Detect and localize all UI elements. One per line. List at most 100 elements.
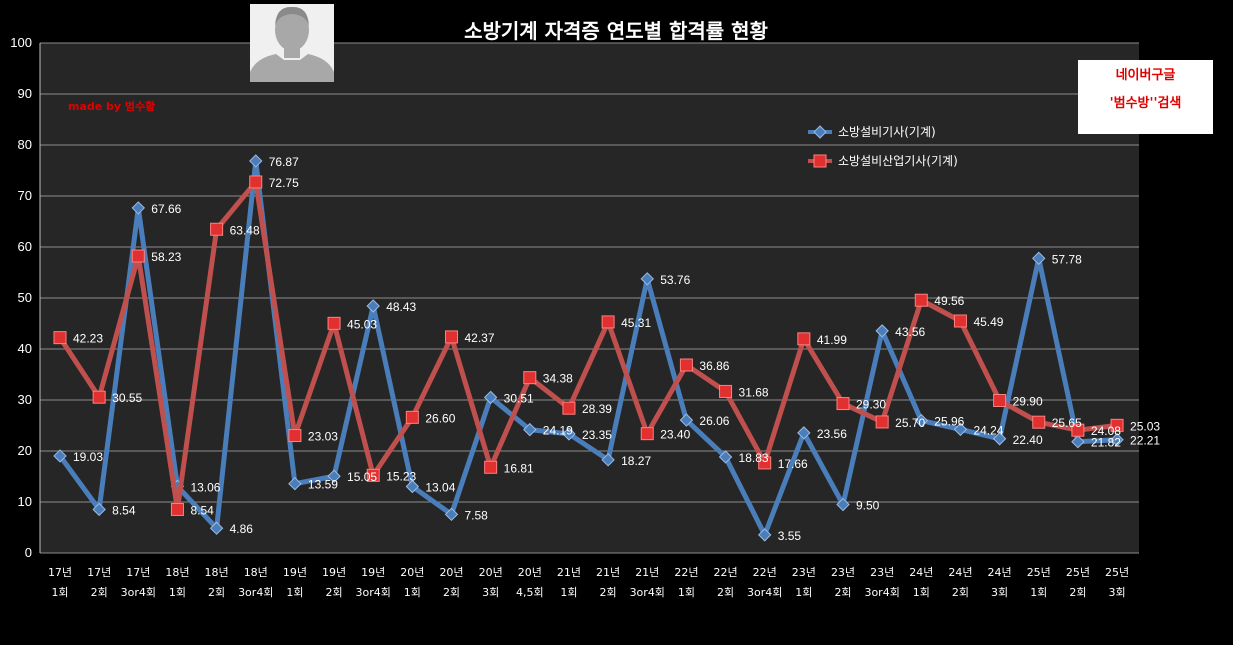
x-tick-year: 17년 <box>126 566 150 579</box>
data-point <box>484 460 498 474</box>
legend-label: 소방설비기사(기계) <box>838 125 936 139</box>
y-tick-label: 80 <box>18 137 32 152</box>
x-tick-year: 17년 <box>87 566 111 579</box>
data-label: 13.04 <box>425 480 455 494</box>
y-tick-label: 90 <box>18 86 32 101</box>
series-2 <box>53 175 1124 516</box>
x-tick-year: 18년 <box>205 566 229 579</box>
data-point <box>405 410 419 424</box>
data-point <box>601 453 615 467</box>
data-point <box>1032 251 1046 266</box>
avatar-icon <box>250 4 334 82</box>
made-by-label: made by 범수황 <box>68 99 155 113</box>
x-tick-round: 1회 <box>286 586 303 599</box>
data-point <box>444 507 459 522</box>
data-point <box>170 502 184 516</box>
x-tick-year: 20년 <box>439 566 463 579</box>
x-tick-round: 3or4회 <box>630 586 665 599</box>
series-layer <box>53 154 1124 542</box>
data-point <box>679 413 694 427</box>
data-label: 28.39 <box>582 402 612 416</box>
data-point <box>640 272 654 286</box>
x-tick-round: 2회 <box>325 586 342 599</box>
data-point <box>327 316 341 330</box>
x-tick-round: 3회 <box>1108 586 1125 599</box>
x-tick-year: 25년 <box>1105 566 1129 579</box>
data-labels: 19.03 8.54 67.66 13.06 4.86 76.87 13.59 15.05 48… <box>73 155 1160 543</box>
data-point <box>53 449 67 463</box>
data-point <box>523 371 537 385</box>
data-point <box>366 299 380 313</box>
y-tick-label: 10 <box>18 494 32 509</box>
y-tick-label: 100 <box>10 35 32 50</box>
data-label: 24.24 <box>973 423 1003 437</box>
data-label: 57.78 <box>1052 252 1082 266</box>
x-tick-round: 2회 <box>952 586 969 599</box>
x-tick-year: 19년 <box>361 566 385 579</box>
data-label: 8.54 <box>112 503 136 517</box>
data-label: 17.66 <box>778 457 808 471</box>
x-tick-year: 21년 <box>596 566 620 579</box>
x-tick-round: 2회 <box>443 586 460 599</box>
data-label: 58.23 <box>151 250 181 264</box>
data-label: 19.03 <box>73 450 103 464</box>
x-tick-round: 2회 <box>600 586 617 599</box>
data-label: 22.21 <box>1130 434 1160 448</box>
data-point <box>249 175 263 189</box>
data-label: 8.54 <box>190 503 214 517</box>
data-point <box>92 390 106 404</box>
data-point <box>993 394 1007 408</box>
x-tick-year: 24년 <box>909 566 933 579</box>
x-tick-round: 1회 <box>1030 586 1047 599</box>
data-label: 15.23 <box>386 469 416 483</box>
x-tick-year: 22년 <box>753 566 777 579</box>
data-label: 76.87 <box>269 155 299 169</box>
data-point <box>758 456 772 470</box>
data-point <box>836 397 850 411</box>
data-label: 23.03 <box>308 430 338 444</box>
x-tick-year: 19년 <box>283 566 307 579</box>
data-point <box>483 390 498 405</box>
data-point <box>953 314 967 328</box>
y-tick-label: 30 <box>18 392 32 407</box>
data-point <box>327 469 341 483</box>
data-label: 9.50 <box>856 499 880 513</box>
data-label: 15.05 <box>347 470 377 484</box>
x-tick-year: 21년 <box>557 566 581 579</box>
data-label: 18.83 <box>739 451 769 465</box>
data-point <box>366 468 380 482</box>
x-tick-round: 2회 <box>1069 586 1086 599</box>
x-tick-round: 1회 <box>795 586 812 599</box>
x-tick-year: 25년 <box>1066 566 1090 579</box>
x-tick-round: 2회 <box>208 586 225 599</box>
data-point <box>249 154 263 168</box>
data-point <box>797 332 811 346</box>
data-point <box>131 201 146 215</box>
data-point <box>405 479 420 494</box>
x-tick-round: 2회 <box>717 586 734 599</box>
data-point <box>797 426 811 440</box>
data-label: 30.55 <box>112 391 142 405</box>
x-tick-round: 3or4회 <box>238 586 273 599</box>
data-point <box>1071 423 1085 437</box>
data-label: 25.65 <box>1052 416 1082 430</box>
data-point <box>523 422 537 437</box>
x-tick-year: 18년 <box>165 566 189 579</box>
data-point <box>209 521 224 535</box>
x-tick-year: 24년 <box>948 566 972 579</box>
x-tick-round: 3or4회 <box>747 586 782 599</box>
search-hint-line1: 네이버구글 <box>1115 68 1176 83</box>
data-label: 43.56 <box>895 325 925 339</box>
y-axis-ticks: 0 10 20 30 40 50 60 70 80 90 100 <box>10 35 32 560</box>
y-tick-label: 20 <box>18 443 32 458</box>
data-point <box>53 331 67 345</box>
x-tick-round: 1회 <box>913 586 930 599</box>
data-label: 36.86 <box>699 359 729 373</box>
series-1 <box>53 154 1124 542</box>
data-label: 24.08 <box>1091 424 1121 438</box>
data-label: 29.30 <box>856 398 886 412</box>
x-tick-round: 3or4회 <box>121 586 156 599</box>
data-point <box>914 293 928 307</box>
data-point <box>718 450 733 464</box>
